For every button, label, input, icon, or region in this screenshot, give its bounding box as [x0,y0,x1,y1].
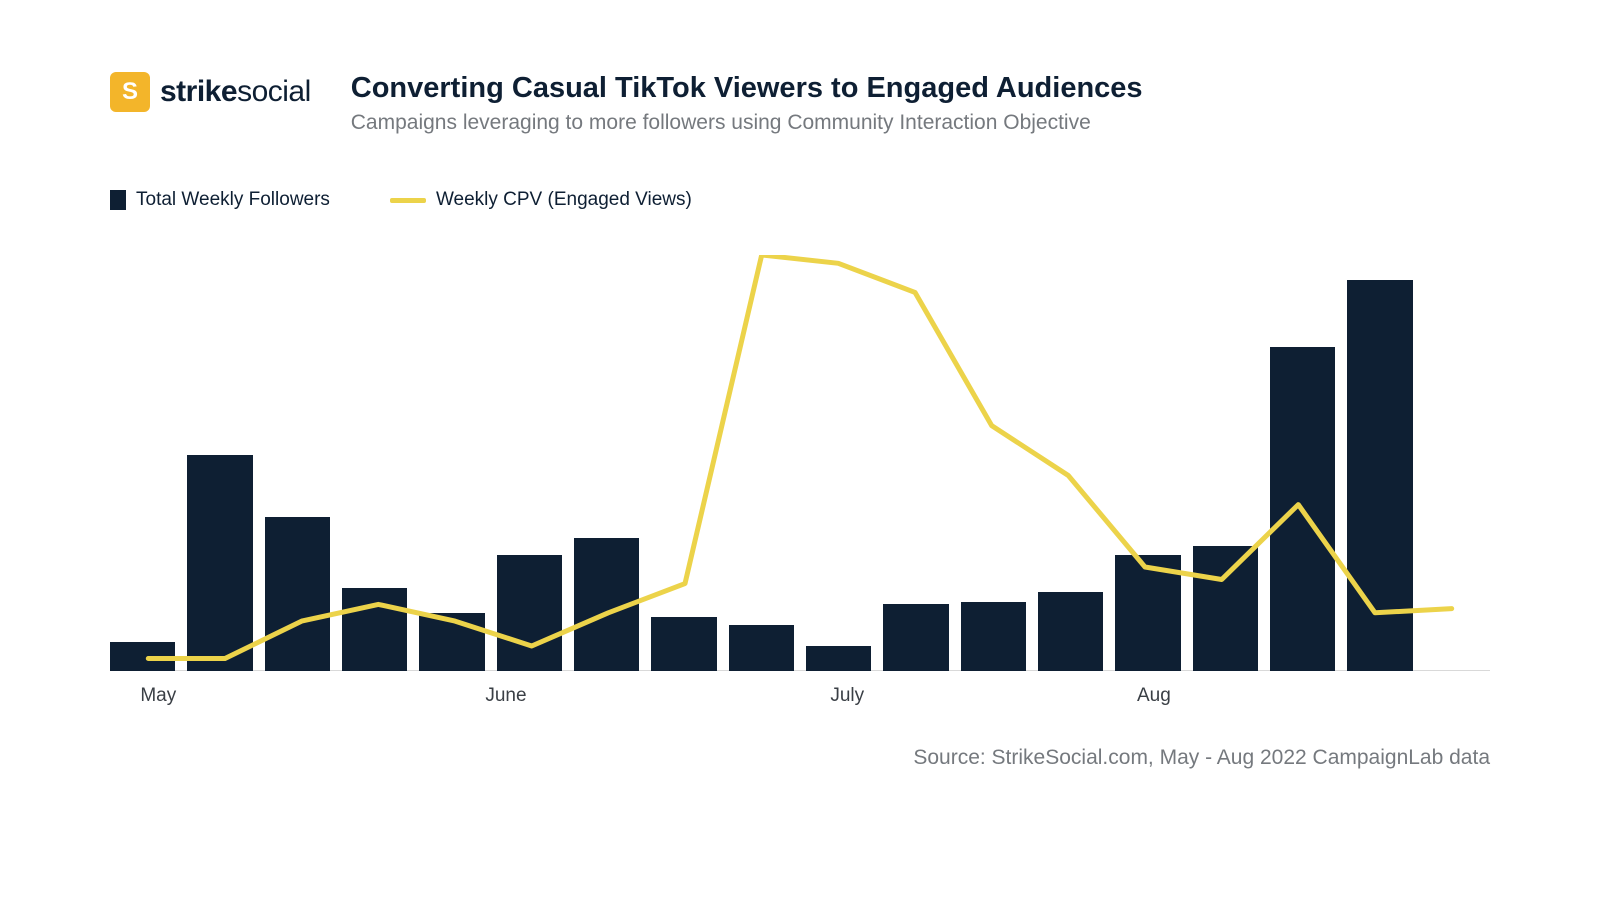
legend-label-line: Weekly CPV (Engaged Views) [436,189,692,211]
bar [1270,347,1335,671]
bar-series [110,255,1490,671]
bar [265,517,330,671]
bar [1347,280,1412,671]
legend-swatch-bar [110,190,126,210]
chart-area: MayJuneJulyAug [110,255,1490,685]
legend-item-line: Weekly CPV (Engaged Views) [390,189,692,211]
chart-subtitle: Campaigns leveraging to more followers u… [351,111,1500,135]
x-tick: July [830,685,864,707]
logo-text-bold: strike [160,75,237,108]
bar [342,588,407,671]
bar [806,646,871,671]
bar [187,455,252,671]
legend-item-bars: Total Weekly Followers [110,189,330,211]
bar [961,602,1026,671]
bar [1038,592,1103,671]
bar [574,538,639,671]
bar [651,617,716,671]
bar [1115,555,1180,671]
bar [883,604,948,671]
legend-swatch-line [390,198,426,203]
bar [729,625,794,671]
legend: Total Weekly Followers Weekly CPV (Engag… [110,189,1500,211]
logo-text: strikesocial [160,75,311,109]
header: S strikesocial Converting Casual TikTok … [110,72,1500,135]
bar [1193,546,1258,671]
x-tick: June [485,685,526,707]
title-block: Converting Casual TikTok Viewers to Enga… [351,72,1500,135]
x-axis: May June July Aug [110,685,1490,709]
chart-title: Converting Casual TikTok Viewers to Enga… [351,72,1500,105]
bar [419,613,484,671]
logo: S strikesocial [110,72,311,112]
source-text: Source: StrikeSocial.com, May - Aug 2022… [913,746,1490,770]
logo-icon: S [110,72,150,112]
x-tick: Aug [1137,685,1171,707]
logo-text-light: social [237,75,311,108]
bar [497,555,562,671]
page: S strikesocial Converting Casual TikTok … [0,0,1600,900]
legend-label-bar: Total Weekly Followers [136,189,330,211]
x-tick: May [140,685,176,707]
bar [110,642,175,671]
